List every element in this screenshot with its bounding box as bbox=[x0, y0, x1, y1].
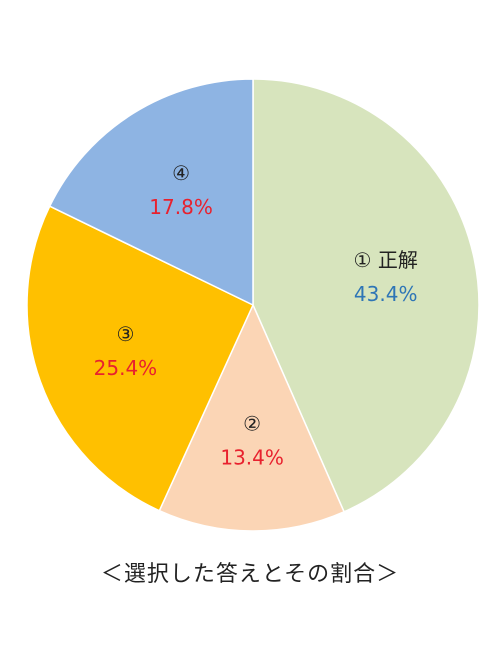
slice-label-2: ② bbox=[243, 412, 261, 436]
chart-caption: ＜選択した答えとその割合＞ bbox=[100, 562, 400, 587]
pie-slice-2 bbox=[158, 303, 346, 532]
slice-label-1: ① 正解 bbox=[354, 248, 418, 272]
slice-label-3: ③ bbox=[116, 322, 134, 346]
pie-slices bbox=[26, 78, 480, 532]
pie-slice-3 bbox=[26, 205, 254, 512]
slice-value-label-1: 43.4% bbox=[354, 282, 418, 306]
slice-value-label-2: 13.4% bbox=[220, 446, 284, 470]
slice-label-4: ④ bbox=[172, 161, 190, 185]
slice-value-label-4: 17.8% bbox=[149, 195, 213, 219]
pie-slice-4 bbox=[48, 78, 254, 307]
pie-labels: ① 正解 43.4% ② 13.4% ③ 25.4% ④ 17.8% bbox=[94, 161, 418, 470]
slice-value-label-3: 25.4% bbox=[94, 356, 158, 380]
pie-slice-1 bbox=[252, 78, 480, 513]
